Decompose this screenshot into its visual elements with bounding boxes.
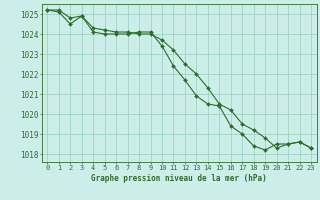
X-axis label: Graphe pression niveau de la mer (hPa): Graphe pression niveau de la mer (hPa): [91, 174, 267, 183]
